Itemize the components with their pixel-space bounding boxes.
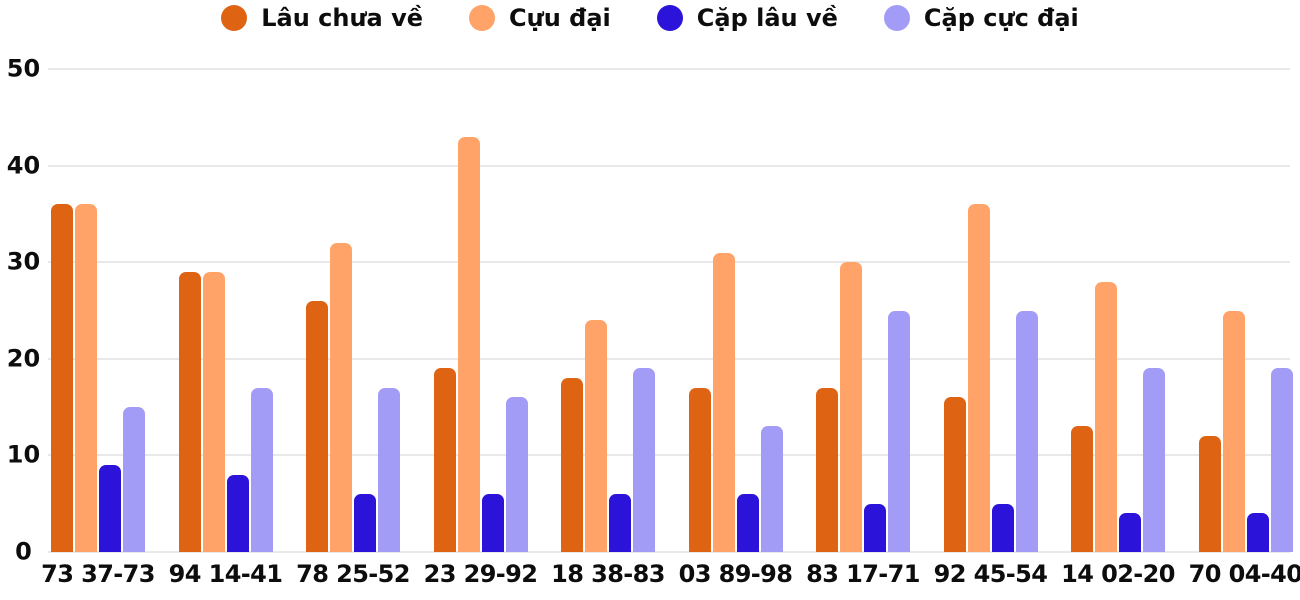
legend: Lâu chưa về Cựu đại Cặp lâu về Cặp cực đại bbox=[0, 4, 1300, 32]
legend-marker bbox=[883, 5, 910, 31]
x-axis-label: 94 14-41 bbox=[168, 560, 283, 588]
y-tick-label: 30 bbox=[6, 247, 41, 276]
gridline bbox=[48, 357, 1290, 360]
gridline bbox=[48, 454, 1290, 457]
bar-series-2-group-4[interactable] bbox=[457, 136, 480, 552]
gridline bbox=[48, 551, 1290, 553]
bar-series-2-group-7[interactable] bbox=[840, 262, 862, 552]
legend-item-series-4[interactable]: Cặp cực đại bbox=[883, 4, 1079, 32]
bar-series-3-group-6[interactable] bbox=[736, 494, 759, 552]
bar-series-2-group-10[interactable] bbox=[1222, 310, 1245, 552]
bar-series-3-group-9[interactable] bbox=[1119, 513, 1141, 552]
legend-label: Cặp cực đại bbox=[923, 4, 1079, 32]
bar-series-3-group-1[interactable] bbox=[99, 465, 121, 552]
bar-series-1-group-10[interactable] bbox=[1198, 436, 1221, 552]
legend-marker bbox=[656, 5, 683, 31]
bar-series-3-group-4[interactable] bbox=[481, 494, 504, 552]
x-axis-label: 18 38-83 bbox=[551, 560, 665, 588]
x-axis-label: 23 29-92 bbox=[423, 560, 538, 588]
bar-series-1-group-1[interactable] bbox=[51, 204, 73, 552]
bar-series-1-group-4[interactable] bbox=[433, 368, 456, 552]
bar-series-2-group-8[interactable] bbox=[967, 204, 990, 552]
legend-label: Cựu đại bbox=[509, 4, 611, 32]
bar-series-3-group-10[interactable] bbox=[1246, 513, 1269, 552]
bar-series-2-group-2[interactable] bbox=[202, 271, 225, 552]
gridline bbox=[48, 164, 1290, 167]
y-tick-label: 0 bbox=[15, 537, 32, 566]
bar-series-3-group-8[interactable] bbox=[991, 503, 1014, 552]
x-axis-label: 14 02-20 bbox=[1061, 560, 1175, 588]
bar-series-2-group-5[interactable] bbox=[585, 320, 607, 552]
bar-series-4-group-2[interactable] bbox=[250, 387, 273, 552]
bar-series-1-group-5[interactable] bbox=[561, 378, 583, 552]
bar-series-1-group-6[interactable] bbox=[688, 387, 711, 552]
bar-series-4-group-3[interactable] bbox=[378, 387, 400, 552]
x-axis-label: 03 89-98 bbox=[678, 560, 793, 588]
bar-series-2-group-3[interactable] bbox=[330, 242, 352, 552]
bar-series-2-group-9[interactable] bbox=[1095, 281, 1117, 552]
legend-label: Lâu chưa về bbox=[261, 4, 424, 32]
bar-series-3-group-7[interactable] bbox=[864, 503, 886, 552]
gridline bbox=[48, 261, 1290, 264]
bar-series-4-group-9[interactable] bbox=[1143, 368, 1165, 552]
bar-series-4-group-5[interactable] bbox=[633, 368, 655, 552]
bar-series-1-group-3[interactable] bbox=[306, 300, 328, 552]
bar-series-4-group-1[interactable] bbox=[123, 407, 145, 552]
y-tick-label: 10 bbox=[6, 440, 41, 469]
x-axis-label: 78 25-52 bbox=[296, 560, 410, 588]
x-axis-label: 70 04-40 bbox=[1188, 560, 1300, 588]
y-tick-label: 20 bbox=[6, 344, 41, 373]
bar-series-2-group-6[interactable] bbox=[712, 252, 735, 552]
bar-series-4-group-7[interactable] bbox=[888, 310, 910, 552]
legend-marker bbox=[221, 5, 248, 31]
y-tick-label: 40 bbox=[6, 151, 41, 180]
y-tick-label: 50 bbox=[6, 54, 41, 83]
bar-series-2-group-1[interactable] bbox=[75, 204, 97, 552]
bar-series-1-group-7[interactable] bbox=[816, 387, 838, 552]
x-axis-label: 73 37-73 bbox=[41, 560, 155, 588]
bar-series-4-group-6[interactable] bbox=[760, 426, 783, 552]
bar-series-1-group-8[interactable] bbox=[943, 397, 966, 552]
gridline bbox=[48, 68, 1290, 70]
bar-series-4-group-10[interactable] bbox=[1270, 368, 1293, 552]
legend-marker bbox=[469, 5, 496, 31]
legend-label: Cặp lâu về bbox=[696, 4, 838, 32]
bar-series-1-group-2[interactable] bbox=[178, 271, 201, 552]
bar-series-3-group-5[interactable] bbox=[609, 494, 631, 552]
bar-series-4-group-4[interactable] bbox=[505, 397, 528, 552]
bar-series-3-group-2[interactable] bbox=[226, 474, 249, 552]
legend-item-series-3[interactable]: Cặp lâu về bbox=[656, 4, 838, 32]
x-axis-label: 83 17-71 bbox=[806, 560, 920, 588]
legend-item-series-1[interactable]: Lâu chưa về bbox=[221, 4, 423, 32]
legend-item-series-2[interactable]: Cựu đại bbox=[469, 4, 611, 32]
bar-series-3-group-3[interactable] bbox=[354, 494, 376, 552]
bar-series-1-group-9[interactable] bbox=[1071, 426, 1093, 552]
bar-series-4-group-8[interactable] bbox=[1015, 310, 1038, 552]
x-axis-label: 92 45-54 bbox=[933, 560, 1048, 588]
